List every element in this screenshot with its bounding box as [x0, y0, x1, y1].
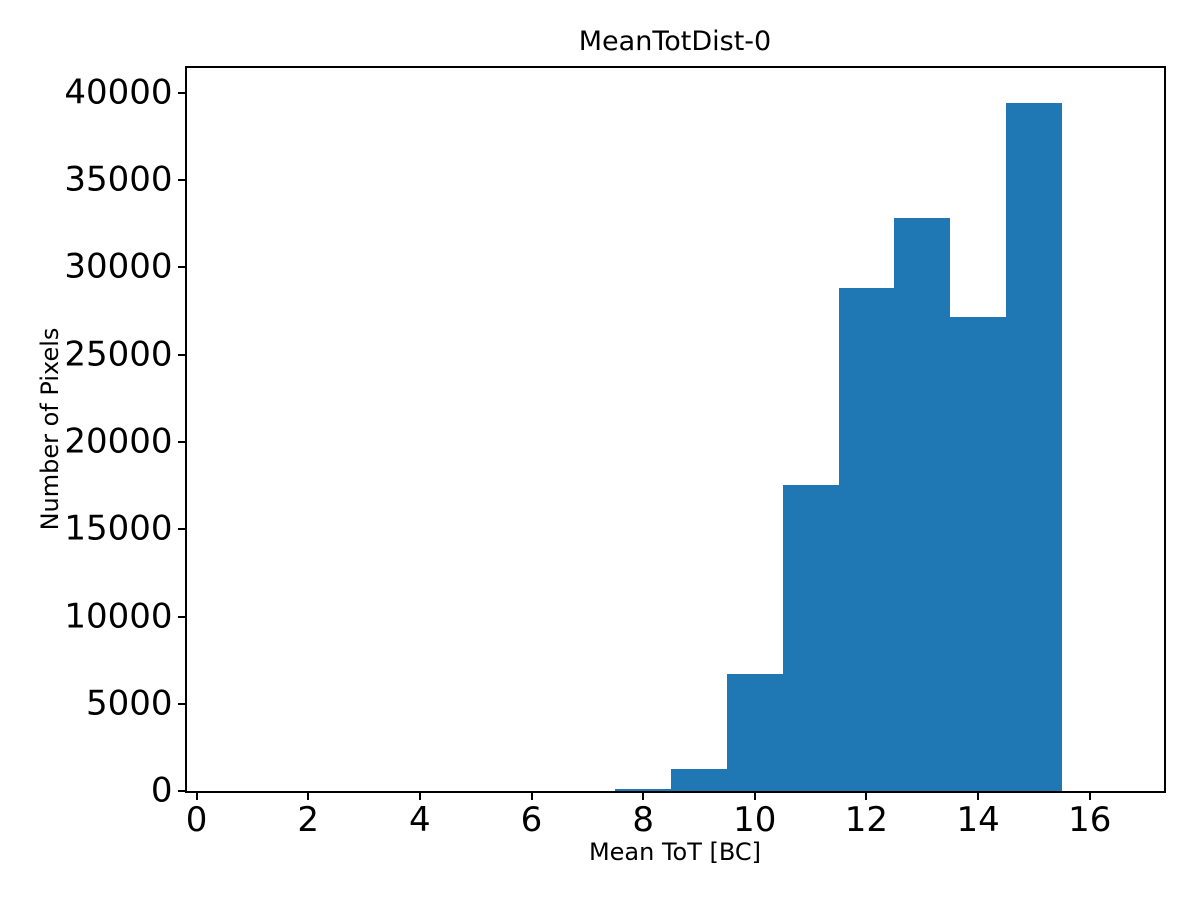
histogram-bar	[1006, 103, 1062, 792]
x-tick-mark	[195, 793, 198, 801]
y-tick-mark	[177, 91, 185, 94]
histogram-bar	[615, 789, 672, 792]
x-tick-mark	[307, 793, 310, 801]
x-tick-label: 2	[297, 800, 319, 841]
y-axis-label: Number of Pixels	[36, 327, 64, 531]
y-tick-mark	[177, 790, 185, 793]
y-tick-mark	[177, 615, 185, 618]
y-tick-label: 30000	[64, 246, 173, 287]
histogram-bar	[671, 769, 727, 792]
x-tick-label: 10	[733, 800, 777, 841]
y-tick-label: 5000	[85, 683, 173, 724]
x-tick-mark	[418, 793, 421, 801]
x-tick-label: 14	[956, 800, 1000, 841]
x-tick-label: 0	[185, 800, 208, 841]
x-tick-mark	[530, 793, 533, 801]
x-tick-label: 4	[409, 800, 431, 841]
histogram-bar	[950, 316, 1006, 792]
y-tick-mark	[177, 702, 185, 705]
x-tick-label: 8	[632, 800, 654, 841]
histogram-bar	[726, 673, 783, 792]
y-tick-mark	[177, 179, 185, 182]
y-tick-mark	[177, 266, 185, 269]
y-tick-label: 10000	[64, 595, 173, 636]
y-tick-label: 0	[150, 770, 173, 811]
x-tick-label: 12	[844, 800, 889, 841]
x-tick-mark	[1088, 793, 1091, 801]
histogram-bar	[782, 484, 839, 792]
y-tick-label: 15000	[64, 508, 173, 549]
histogram-bar	[838, 288, 895, 792]
plot-area	[184, 65, 1166, 794]
x-tick-label: 6	[520, 800, 543, 841]
y-tick-label: 25000	[64, 334, 173, 375]
x-tick-mark	[753, 793, 756, 801]
y-tick-label: 35000	[64, 159, 173, 200]
histogram-bar	[894, 217, 951, 792]
x-tick-mark	[977, 793, 980, 801]
y-tick-mark	[177, 441, 185, 444]
x-tick-mark	[865, 793, 868, 801]
x-axis-label: Mean ToT [BC]	[588, 838, 762, 866]
x-tick-label: 16	[1068, 800, 1112, 841]
chart-title: MeanTotDist-0	[578, 26, 772, 57]
x-tick-mark	[642, 793, 645, 801]
y-tick-label: 40000	[64, 72, 173, 113]
y-tick-mark	[177, 528, 185, 531]
y-tick-mark	[177, 353, 185, 356]
y-tick-label: 20000	[64, 421, 173, 462]
